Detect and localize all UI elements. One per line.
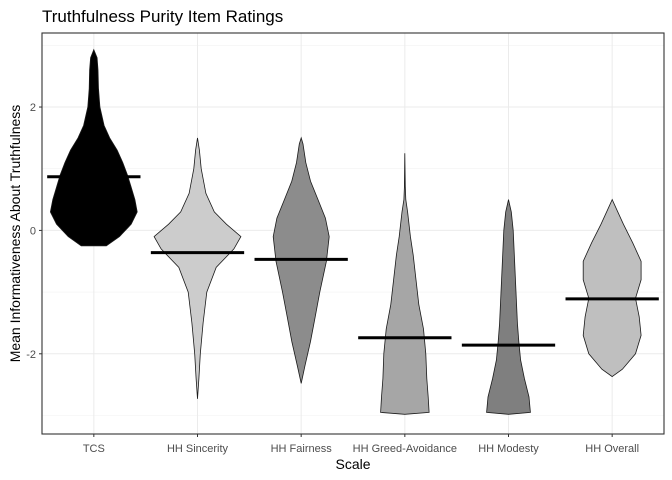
y-tick-label: 2 [30, 102, 36, 114]
x-axis-title: Scale [335, 456, 370, 472]
panel-border [41, 32, 665, 435]
violin-hh-overall [582, 198, 642, 378]
violin-hh-sincerity [153, 137, 242, 399]
grid [42, 33, 664, 434]
violin-hh-modesty [486, 199, 531, 415]
violins [49, 48, 642, 415]
violin-tcs [49, 48, 138, 247]
y-tick-label: -2 [26, 349, 36, 361]
y-axis-title: Mean Informativeness About Truthfulness [7, 105, 23, 363]
axes: -2 0 2 TCS HH Sincerity HH Fairness HH Greed-A… [26, 102, 639, 455]
x-tick-label: HH Greed-Avoidance [353, 443, 457, 455]
x-tick-label: HH Fairness [271, 443, 333, 455]
x-tick-label: HH Overall [585, 443, 639, 455]
x-tick-label: HH Sincerity [167, 443, 229, 455]
x-tick-label: TCS [83, 443, 105, 455]
chart-title: Truthfulness Purity Item Ratings [42, 7, 283, 26]
mean-bars [47, 175, 659, 347]
violin-hh-greed-avoidance [380, 153, 430, 415]
y-tick-label: 0 [30, 225, 36, 237]
x-tick-label: HH Modesty [478, 443, 539, 455]
